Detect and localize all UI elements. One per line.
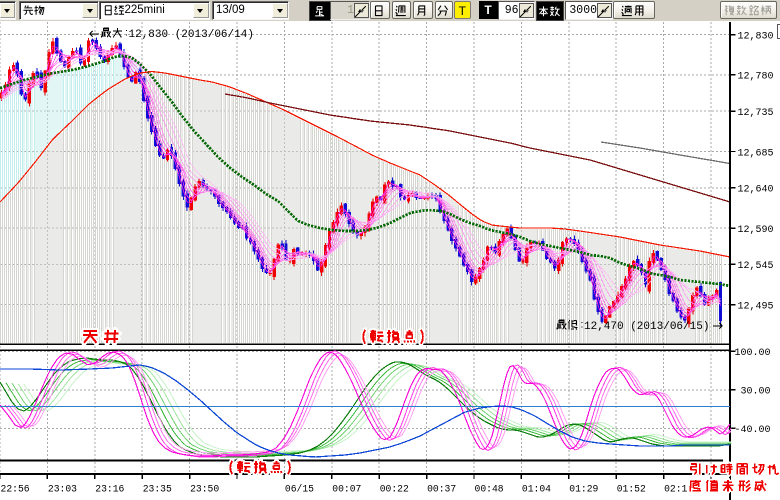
svg-text:12,685: 12,685 <box>738 148 774 159</box>
svg-text:12,590: 12,590 <box>738 225 774 236</box>
svg-text:12,830 (2013/06/14): 12,830 (2013/06/14) <box>129 29 254 41</box>
svg-text:100.00: 100.00 <box>734 348 770 359</box>
svg-text:-40.00: -40.00 <box>734 425 770 436</box>
svg-text:12,830: 12,830 <box>738 31 774 42</box>
svg-text:12,735: 12,735 <box>738 108 774 119</box>
svg-text:00:37: 00:37 <box>427 483 456 494</box>
svg-text:30.00: 30.00 <box>740 387 770 398</box>
svg-text:12,545: 12,545 <box>738 261 774 272</box>
svg-text:00:07: 00:07 <box>332 483 361 494</box>
svg-text:23:50: 23:50 <box>190 483 219 494</box>
svg-text:01:04: 01:04 <box>522 483 551 494</box>
svg-text:12,470 (2013/06/15): 12,470 (2013/06/15) <box>584 321 709 333</box>
svg-text:12,780: 12,780 <box>738 72 774 83</box>
svg-text:00:48: 00:48 <box>475 483 504 494</box>
svg-text:01:29: 01:29 <box>569 483 598 494</box>
svg-text:06/15: 06/15 <box>285 483 314 494</box>
svg-text:23:35: 23:35 <box>143 483 172 494</box>
svg-text:12,640: 12,640 <box>738 185 774 196</box>
svg-text:12,495: 12,495 <box>738 302 774 313</box>
svg-text:02:18: 02:18 <box>664 483 693 494</box>
svg-text:23:03: 23:03 <box>48 483 77 494</box>
svg-text:00:22: 00:22 <box>380 483 409 494</box>
svg-text:23:16: 23:16 <box>95 483 124 494</box>
svg-text:01:52: 01:52 <box>617 483 646 494</box>
svg-text:22:56: 22:56 <box>1 483 30 494</box>
